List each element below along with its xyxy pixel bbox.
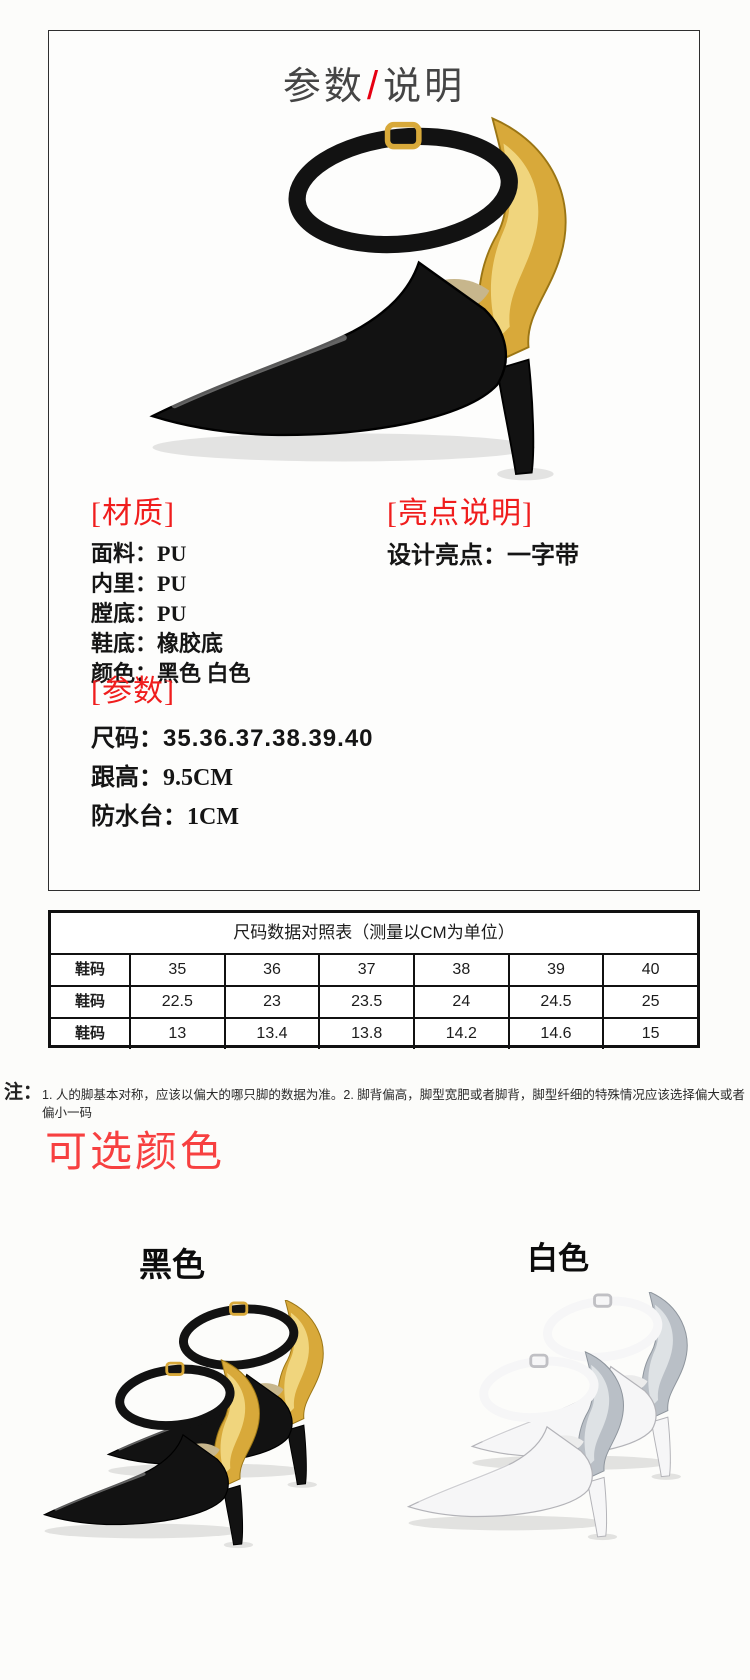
spec-panel: 参数/说明 [材质] 面料：PU 内里：PU 膛底：PU 鞋底：橡胶底 颜色：黑…	[48, 30, 700, 891]
size-chart-table: 尺码数据对照表（测量以CM为单位） 鞋码 35 36 37 38 39 40 鞋…	[48, 910, 700, 1049]
size-row: 尺码：35.36.37.38.39.40	[91, 725, 374, 752]
page-title-left: 参数	[282, 66, 365, 108]
table-row: 鞋码 13 13.4 13.8 14.2 14.6 15	[51, 1017, 697, 1049]
note-prefix: 注：	[4, 1082, 43, 1103]
material-header: [材质]	[91, 497, 175, 530]
table-row: 鞋码 22.5 23 23.5 24 24.5 25	[51, 985, 697, 1017]
color-option-label-white: 白色	[527, 1241, 589, 1276]
spec-row: 颜色：黑色 白色	[91, 661, 251, 686]
title-slash: /	[366, 64, 382, 108]
color-option-label-black: 黑色	[139, 1246, 205, 1283]
note-text: 1. 人的脚基本对称，应该以偏大的哪只脚的数据为准。2. 脚背偏高，脚型宽肥或者…	[42, 1088, 745, 1120]
highlight-header: [亮点说明]	[387, 497, 533, 530]
spec-row: 内里：PU	[91, 571, 187, 596]
spec-row: 面料：PU	[91, 541, 187, 566]
sizing-note: 注： 1. 人的脚基本对称，应该以偏大的哪只脚的数据为准。2. 脚背偏高，脚型宽…	[4, 1083, 748, 1122]
product-photo	[140, 109, 610, 485]
highlight-row: 设计亮点：一字带	[387, 543, 579, 569]
spec-row: 膛底：PU	[91, 601, 187, 626]
black-shoe-image	[38, 1298, 348, 1562]
params-section: [参数] 尺码：35.36.37.38.39.40 跟高：9.5CM 防水台：1…	[91, 675, 374, 837]
highlight-section: [亮点说明] 设计亮点：一字带	[387, 497, 579, 571]
white-shoe-image	[402, 1290, 712, 1554]
table-row: 鞋码 35 36 37 38 39 40	[51, 955, 697, 985]
page-title: 参数/说明	[49, 55, 699, 110]
page-title-right: 说明	[383, 66, 466, 108]
size-chart-title: 尺码数据对照表（测量以CM为单位）	[51, 913, 697, 955]
heel-height-row: 跟高：9.5CM	[91, 765, 233, 791]
platform-row: 防水台：1CM	[91, 804, 239, 830]
color-options-header: 可选颜色	[45, 1128, 226, 1175]
material-section: [材质] 面料：PU 内里：PU 膛底：PU 鞋底：橡胶底 颜色：黑色 白色	[91, 497, 251, 689]
params-header: [参数]	[91, 675, 175, 708]
spec-row: 鞋底：橡胶底	[91, 631, 224, 656]
